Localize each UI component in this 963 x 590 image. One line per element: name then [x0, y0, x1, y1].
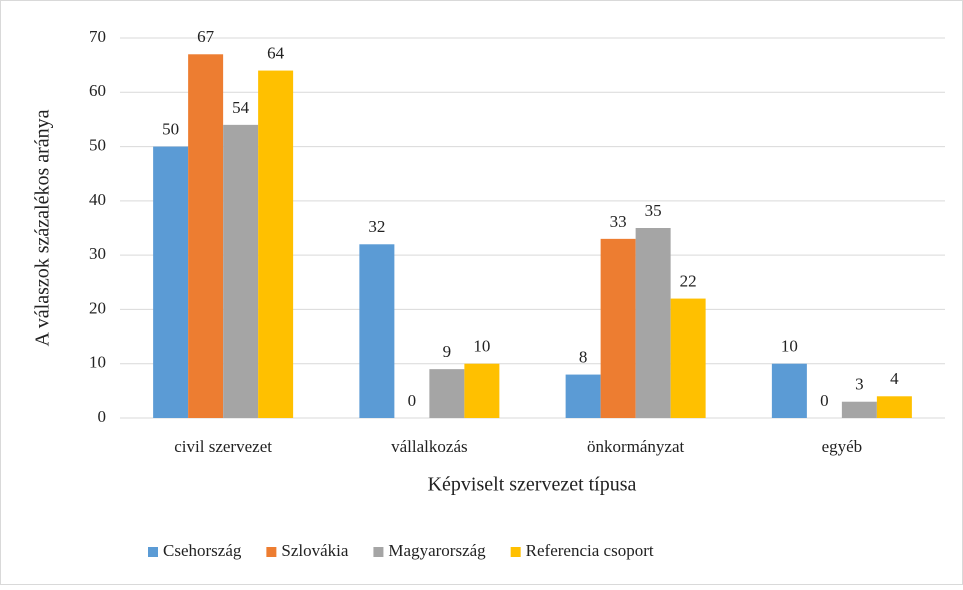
data-label: 33	[610, 212, 627, 231]
data-label: 4	[890, 369, 899, 388]
data-label: 10	[781, 337, 798, 356]
bar	[464, 363, 500, 418]
data-label: 8	[579, 347, 588, 366]
y-axis-label: A válaszok százalékos aránya	[32, 109, 54, 346]
y-tick-label: 20	[89, 298, 106, 317]
y-tick-label: 30	[89, 244, 106, 263]
legend-label: Magyarország	[388, 541, 486, 560]
data-label: 9	[443, 342, 452, 361]
legend-swatch	[148, 547, 158, 557]
bar	[876, 396, 912, 418]
bar	[258, 70, 294, 419]
data-label: 0	[820, 391, 829, 410]
legend-label: Szlovákia	[281, 541, 348, 560]
bar	[635, 228, 671, 418]
bar	[153, 146, 189, 419]
y-tick-label: 0	[98, 407, 107, 426]
bar	[565, 374, 601, 418]
bar	[771, 363, 807, 418]
legend-swatch	[510, 547, 521, 557]
data-label: 35	[645, 201, 662, 220]
data-label: 50	[162, 119, 179, 138]
x-tick-label: egyéb	[822, 437, 863, 456]
data-label: 0	[408, 391, 417, 410]
data-label: 64	[267, 43, 285, 62]
x-axis-label: Képviselt szervezet típusa	[428, 474, 637, 496]
legend-swatch	[266, 547, 277, 557]
bar	[841, 401, 877, 418]
x-tick-label: vállalkozás	[391, 437, 467, 456]
x-tick-label: önkormányzat	[587, 437, 685, 456]
data-label: 3	[855, 375, 864, 394]
bar	[429, 369, 465, 418]
y-tick-label: 70	[89, 27, 106, 46]
y-tick-label: 10	[89, 353, 106, 372]
bar	[670, 298, 706, 418]
bar	[359, 244, 395, 418]
bar	[600, 238, 636, 418]
legend-label: Csehország	[163, 541, 242, 560]
y-tick-label: 60	[89, 81, 106, 100]
legend-label: Referencia csoport	[526, 541, 654, 560]
data-label: 22	[680, 271, 697, 290]
bar	[188, 54, 224, 419]
y-tick-label: 40	[89, 190, 106, 209]
bar	[223, 124, 259, 418]
data-label: 67	[197, 27, 215, 46]
x-tick-label: civil szervezet	[174, 437, 272, 456]
data-label: 54	[232, 98, 250, 117]
data-label: 10	[473, 337, 490, 356]
y-tick-label: 50	[89, 135, 106, 154]
legend-swatch	[373, 547, 384, 557]
data-label: 32	[368, 217, 385, 236]
